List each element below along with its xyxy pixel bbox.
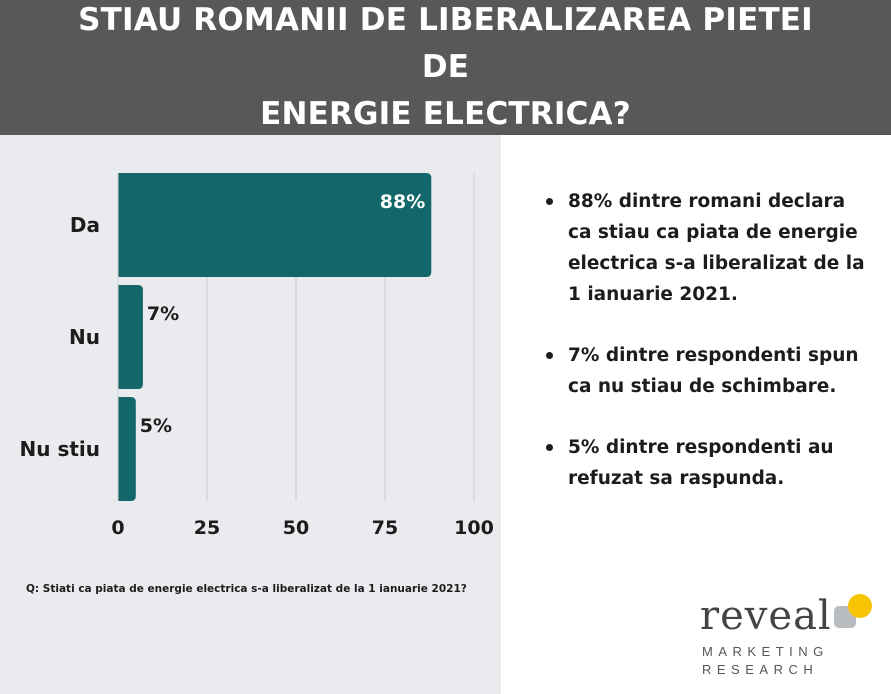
bar-chart: 0 25 50 75 100 Da 88% Nu 7% Nu stiu 5%: [20, 173, 494, 539]
logo-tagline-1: MARKETING: [702, 644, 829, 659]
logo-tagline-2: RESEARCH: [702, 662, 819, 677]
x-tick-label: 75: [372, 517, 398, 539]
chart-panel: 0 25 50 75 100 Da 88% Nu 7% Nu stiu 5% Q: Stiati c…: [0, 135, 501, 694]
x-tick-label: 25: [194, 517, 220, 539]
category-label: Da: [70, 213, 100, 237]
logo-mark-icon: [834, 594, 872, 628]
category-label: Nu stiu: [20, 437, 101, 461]
data-label: 7%: [147, 303, 179, 325]
data-label: 5%: [140, 415, 172, 437]
finding-text: 7% dintre respondenti spun ca nu stiau d…: [568, 345, 859, 397]
title-line-2: ENERGIE ELECTRICA?: [260, 96, 631, 132]
finding-item: 5% dintre respondenti au refuzat sa rasp…: [540, 432, 875, 494]
findings-list: 88% dintre romani declara ca stiau ca pi…: [540, 186, 875, 524]
page-title: STIAU ROMANII DE LIBERALIZAREA PIETEI DE…: [66, 0, 826, 138]
x-tick-label: 100: [454, 517, 494, 539]
company-logo: reveal MARKETING RESEARCH: [700, 592, 880, 682]
finding-item: 7% dintre respondenti spun ca nu stiau d…: [540, 340, 875, 402]
bar-da: [118, 173, 432, 277]
bullet-icon: [546, 352, 553, 359]
bar-nu-stiu: [118, 397, 136, 501]
category-label: Nu: [69, 325, 100, 349]
logo-wordmark: reveal: [700, 593, 832, 639]
finding-text: 88% dintre romani declara ca stiau ca pi…: [568, 191, 865, 305]
x-tick-label: 0: [111, 517, 124, 539]
title-line-1: STIAU ROMANII DE LIBERALIZAREA PIETEI DE: [78, 2, 813, 85]
data-label: 88%: [380, 191, 425, 213]
x-tick-label: 50: [283, 517, 309, 539]
survey-question: Q: Stiati ca piata de energie electrica …: [26, 583, 467, 595]
bar-nu: [118, 285, 143, 389]
finding-text: 5% dintre respondenti au refuzat sa rasp…: [568, 437, 834, 489]
header-banner: STIAU ROMANII DE LIBERALIZAREA PIETEI DE…: [0, 0, 891, 135]
finding-item: 88% dintre romani declara ca stiau ca pi…: [540, 186, 875, 310]
bullet-icon: [546, 198, 553, 205]
bullet-icon: [546, 444, 553, 451]
